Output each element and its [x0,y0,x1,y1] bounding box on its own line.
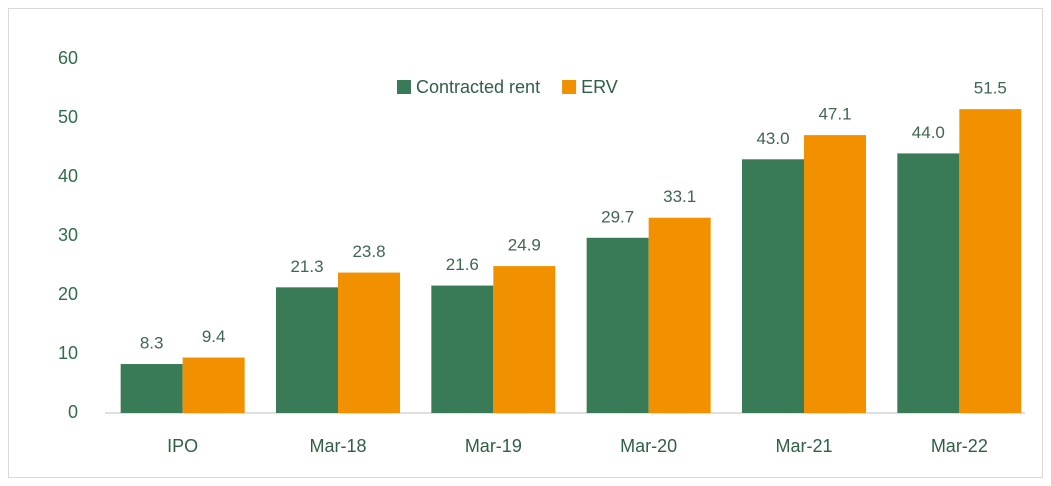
data-label: 33.1 [663,187,696,206]
data-label: 23.8 [352,242,385,261]
bar [742,159,804,413]
legend-label: ERV [581,77,618,97]
data-label: 29.7 [601,207,634,226]
legend-label: Contracted rent [416,77,540,97]
bar [493,266,556,413]
x-tick-label: Mar-21 [775,436,832,456]
x-tick-label: Mar-19 [465,436,522,456]
bar [648,217,711,413]
y-tick-label: 40 [58,166,78,186]
legend-swatch [397,80,411,94]
y-tick-label: 10 [58,343,78,363]
bar [586,237,649,413]
data-label: 21.3 [290,257,323,276]
data-label: 24.9 [508,236,541,255]
y-tick-label: 30 [58,225,78,245]
data-label: 44.0 [912,123,945,142]
legend-swatch [562,80,577,94]
bar [276,287,338,413]
bar [959,109,1022,414]
bar [182,357,245,413]
y-tick-label: 20 [58,284,78,304]
y-tick-label: 50 [58,107,78,127]
y-tick-label: 60 [58,48,78,68]
bar [338,272,400,413]
data-label: 47.1 [818,105,851,124]
data-label: 8.3 [140,334,164,353]
data-label: 43.0 [756,129,789,148]
bar [120,364,183,413]
x-tick-label: Mar-18 [309,436,366,456]
data-label: 9.4 [202,327,226,346]
data-label: 51.5 [974,79,1007,98]
bar [804,135,866,414]
x-tick-label: IPO [167,436,198,456]
x-tick-label: Mar-22 [931,436,988,456]
y-tick-label: 0 [68,402,78,422]
bar [431,285,494,413]
x-tick-label: Mar-20 [620,436,677,456]
data-label: 21.6 [446,255,479,274]
bar [897,153,960,413]
